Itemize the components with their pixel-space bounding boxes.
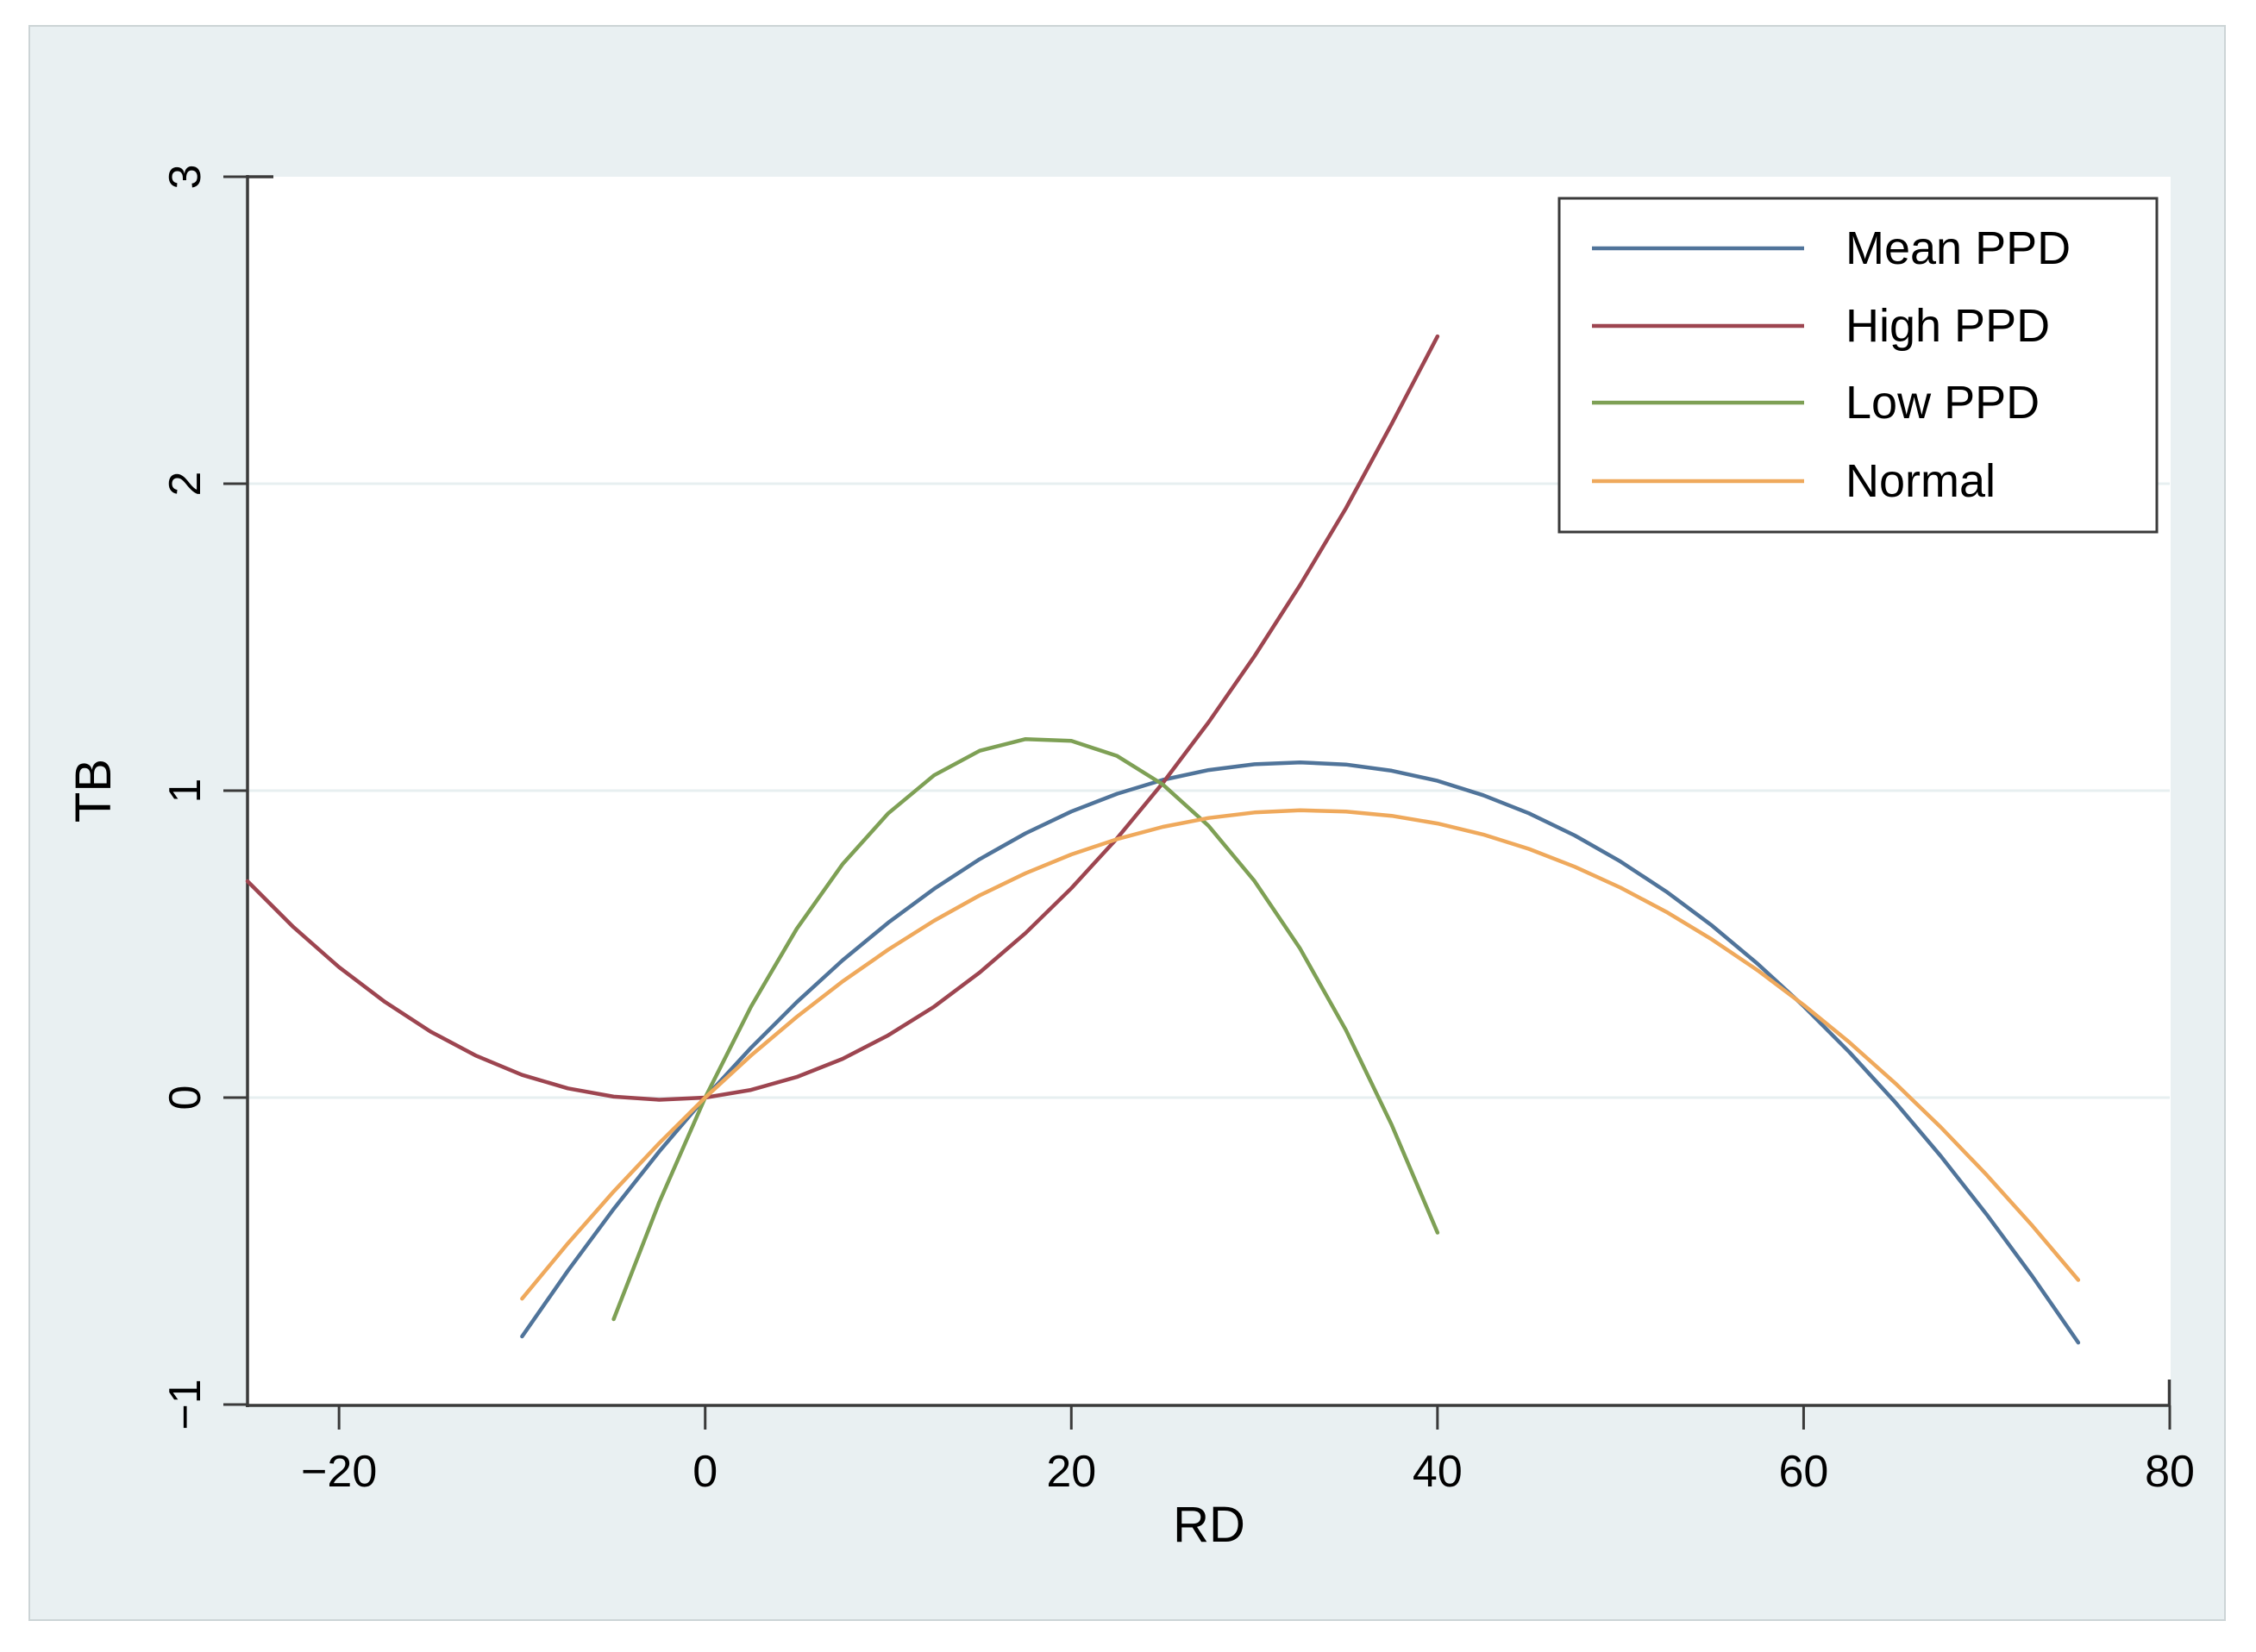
- x-tick-label-20: 20: [1046, 1447, 1096, 1497]
- y-tick-label-0: 0: [160, 1086, 210, 1111]
- legend-frame: [1557, 197, 2159, 534]
- legend-entry-low-ppd: Low PPD: [1592, 377, 2040, 429]
- legend-label-mean-ppd: Mean PPD: [1846, 222, 2071, 274]
- series-line-normal: [520, 808, 2081, 1301]
- series-curves: [245, 334, 2081, 1345]
- legend-entry-high-ppd: High PPD: [1592, 300, 2050, 352]
- legend-label-low-ppd: Low PPD: [1846, 377, 2040, 429]
- y-tick-label--1: −1: [160, 1379, 210, 1430]
- legend-entry-normal: Normal: [1592, 455, 1996, 507]
- legend-entry-mean-ppd: Mean PPD: [1592, 222, 2071, 274]
- y-axis-title: TB: [66, 759, 122, 823]
- y-tick-label-3: 3: [160, 165, 210, 190]
- series-line-high-ppd: [245, 334, 1440, 1102]
- legend-label-high-ppd: High PPD: [1846, 300, 2050, 352]
- tick-labels: −20 0 20 40 60 80 −1 0 1 2 3: [160, 165, 2195, 1497]
- series-line-low-ppd: [611, 736, 1440, 1322]
- y-tick-label-2: 2: [160, 472, 210, 497]
- x-tick-label-40: 40: [1413, 1447, 1463, 1497]
- tick-marks: [223, 175, 2171, 1430]
- x-tick-label-0: 0: [692, 1447, 718, 1497]
- legend-label-normal: Normal: [1846, 455, 1996, 507]
- series-line-mean-ppd: [520, 760, 2081, 1345]
- legend-box: Mean PPD High PPD Low PPD Normal: [1557, 197, 2159, 534]
- x-axis-title: RD: [1173, 1497, 1245, 1553]
- x-tick-label-60: 60: [1779, 1447, 1829, 1497]
- x-tick-label-80: 80: [2145, 1447, 2195, 1497]
- x-tick-label--20: −20: [301, 1447, 377, 1497]
- y-tick-label-1: 1: [160, 779, 210, 804]
